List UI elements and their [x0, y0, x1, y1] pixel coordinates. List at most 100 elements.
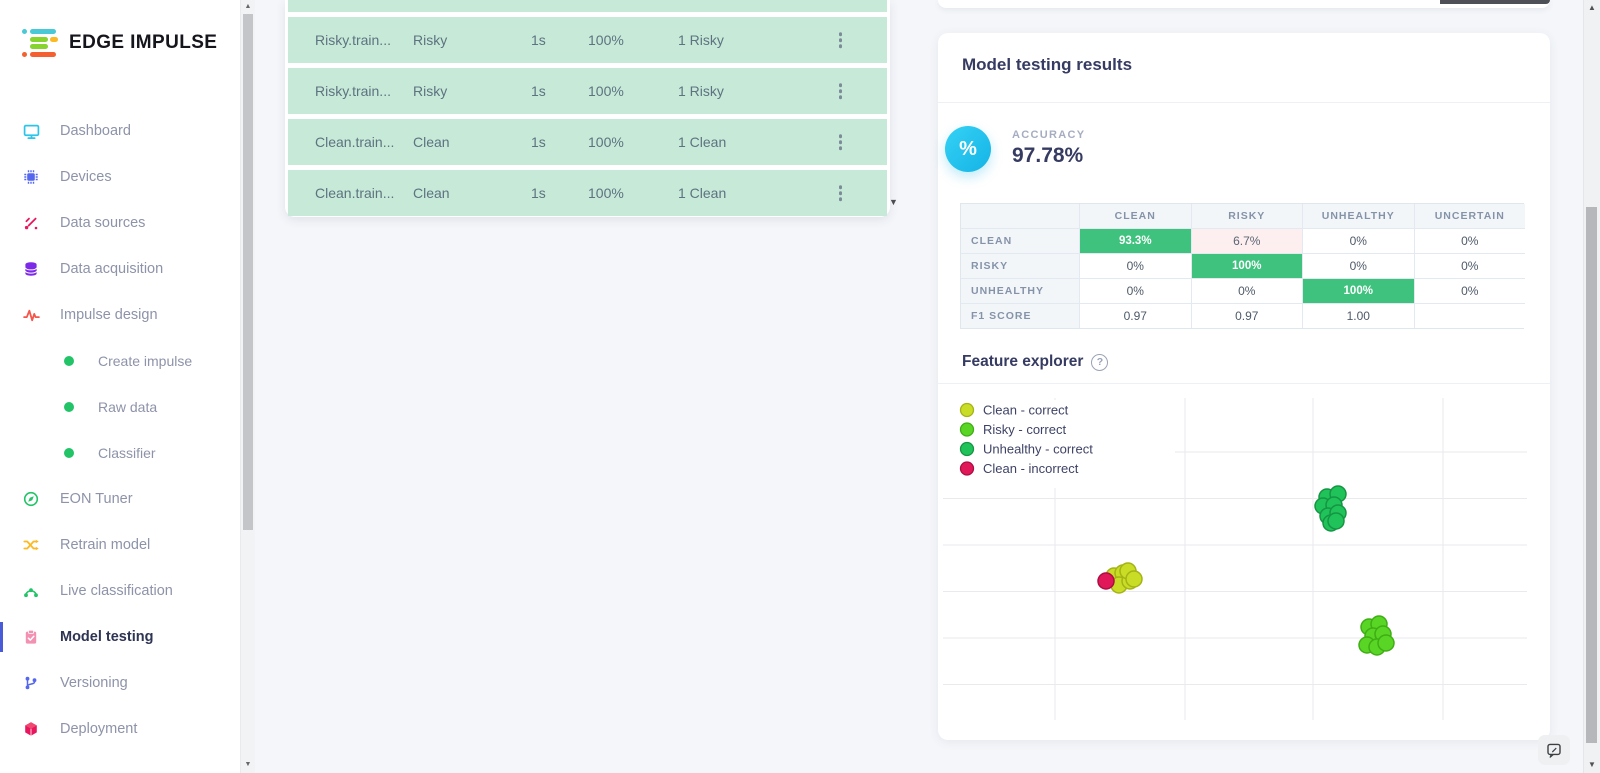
- sidebar-item-label: Data acquisition: [60, 261, 164, 277]
- matrix-corner-cell: [961, 204, 1079, 228]
- legend-label: Clean - incorrect: [983, 461, 1079, 476]
- sidebar: EDGE IMPULSE Dashboard Devices Data sour…: [0, 0, 240, 773]
- scroll-up-arrow-icon[interactable]: ▲: [1588, 3, 1596, 12]
- test-sample-row[interactable]: Clean.train... Clean 1s 100% 1 Clean: [288, 170, 887, 216]
- accuracy-cell: 100%: [588, 134, 624, 150]
- sidebar-item-label: Create impulse: [98, 353, 193, 369]
- scatter-point[interactable]: [1097, 572, 1115, 590]
- sidebar-item-data-acquisition[interactable]: Data acquisition: [0, 246, 240, 292]
- divider: [938, 102, 1550, 103]
- scroll-down-arrow-icon[interactable]: ▼: [244, 761, 252, 768]
- edge-impulse-logo[interactable]: EDGE IMPULSE: [22, 28, 217, 57]
- length-cell: 1s: [531, 134, 546, 150]
- length-cell: 1s: [531, 185, 546, 201]
- scroll-down-arrow-icon[interactable]: ▼: [1588, 760, 1596, 769]
- feedback-button[interactable]: [1538, 735, 1570, 765]
- sidebar-item-label: Live classification: [60, 583, 173, 599]
- matrix-row-label: CLEAN: [961, 228, 1079, 253]
- sidebar-item-raw-data[interactable]: Raw data: [0, 384, 240, 430]
- matrix-column-header: UNHEALTHY: [1302, 204, 1414, 228]
- scatter-point[interactable]: [1327, 512, 1345, 530]
- sidebar-item-versioning[interactable]: Versioning: [0, 660, 240, 706]
- test-sample-row-partial[interactable]: [288, 0, 887, 12]
- sidebar-item-impulse-design[interactable]: Impulse design: [0, 292, 240, 338]
- window-scrollbar-thumb[interactable]: [1586, 207, 1597, 743]
- confusion-matrix: CLEAN RISKY UNHEALTHY UNCERTAIN CLEAN 93.3% 6.…: [960, 203, 1525, 329]
- sidebar-scrollbar[interactable]: ▲ ▼: [240, 0, 255, 773]
- percent-badge-icon: %: [945, 126, 991, 172]
- test-sample-row[interactable]: Risky.train... Risky 1s 100% 1 Risky: [288, 17, 887, 63]
- scrolled-card-edge: [938, 0, 1550, 8]
- scatter-point[interactable]: [1377, 634, 1395, 652]
- sidebar-item-eon-tuner[interactable]: EON Tuner: [0, 476, 240, 522]
- row-menu-kebab-icon[interactable]: [836, 80, 846, 102]
- matrix-cell: 0%: [1413, 228, 1525, 253]
- shuffle-icon: [22, 536, 40, 554]
- matrix-cell: 0%: [1079, 278, 1191, 303]
- row-menu-kebab-icon[interactable]: [836, 131, 846, 153]
- sidebar-item-classifier[interactable]: Classifier: [0, 430, 240, 476]
- cube-icon: [22, 720, 40, 738]
- legend-swatch-icon: [959, 422, 975, 437]
- clipboard-check-icon: [22, 628, 40, 646]
- legend-item[interactable]: Risky - correct: [959, 422, 1067, 437]
- scroll-up-arrow-icon[interactable]: ▲: [244, 3, 252, 10]
- matrix-row-label: UNHEALTHY: [961, 278, 1079, 303]
- sidebar-item-model-testing[interactable]: Model testing: [0, 614, 240, 660]
- sidebar-scrollbar-thumb[interactable]: [242, 14, 253, 530]
- row-menu-kebab-icon[interactable]: [836, 29, 846, 51]
- sidebar-item-deployment[interactable]: Deployment: [0, 706, 240, 752]
- active-item-indicator: [0, 622, 3, 652]
- monitor-icon: [22, 122, 40, 140]
- help-icon[interactable]: ?: [1091, 353, 1109, 371]
- sidebar-item-label: EON Tuner: [60, 491, 133, 507]
- legend-item[interactable]: Clean - correct: [959, 403, 1069, 418]
- matrix-cell: 93.3%: [1079, 228, 1191, 253]
- matrix-cell: 0%: [1302, 253, 1414, 278]
- test-sample-row[interactable]: Risky.train... Risky 1s 100% 1 Risky: [288, 68, 887, 114]
- scatter-point[interactable]: [1125, 570, 1143, 588]
- edge-impulse-logo-icon: [22, 28, 58, 57]
- accuracy-cell: 100%: [588, 185, 624, 201]
- result-cell: 1 Clean: [678, 134, 727, 150]
- sidebar-item-dashboard[interactable]: Dashboard: [0, 108, 240, 154]
- sidebar-item-create-impulse[interactable]: Create impulse: [0, 338, 240, 384]
- matrix-cell: 1.00: [1302, 303, 1414, 328]
- scrolled-content-edge: [1440, 0, 1550, 4]
- waveform-icon: [22, 306, 40, 324]
- test-samples-card: Risky.train... Risky 1s 100% 1 Risky Risky.tr…: [285, 0, 890, 217]
- table-scroll-down-arrow-icon[interactable]: ▼: [889, 197, 898, 207]
- expected-label-cell: Clean: [413, 134, 450, 150]
- sidebar-item-label: Data sources: [60, 215, 146, 231]
- sample-name-cell: Risky.train...: [315, 83, 391, 99]
- legend-item[interactable]: Unhealthy - correct: [959, 441, 1094, 457]
- step-dot-icon: [64, 448, 74, 458]
- matrix-column-header: UNCERTAIN: [1413, 204, 1525, 228]
- length-cell: 1s: [531, 32, 546, 48]
- accuracy-cell: 100%: [588, 83, 624, 99]
- feature-explorer-plot[interactable]: Clean - correct Risky - correct Unhealthy …: [938, 390, 1550, 722]
- sidebar-item-label: Impulse design: [60, 307, 158, 323]
- matrix-cell: 0%: [1190, 278, 1302, 303]
- sidebar-item-retrain-model[interactable]: Retrain model: [0, 522, 240, 568]
- sidebar-item-data-sources[interactable]: Data sources: [0, 200, 240, 246]
- sidebar-item-label: Retrain model: [60, 537, 151, 553]
- sample-name-cell: Risky.train...: [315, 32, 391, 48]
- sidebar-item-live-classification[interactable]: Live classification: [0, 568, 240, 614]
- row-menu-kebab-icon[interactable]: [836, 182, 846, 204]
- accuracy-value: 97.78%: [1012, 144, 1084, 167]
- legend-item[interactable]: Clean - incorrect: [959, 461, 1079, 476]
- sidebar-item-label: Dashboard: [60, 123, 131, 139]
- logo-text: EDGE IMPULSE: [69, 31, 218, 53]
- sidebar-item-devices[interactable]: Devices: [0, 154, 240, 200]
- result-cell: 1 Risky: [678, 83, 724, 99]
- matrix-cell: 100%: [1190, 253, 1302, 278]
- legend-swatch-icon: [959, 441, 975, 457]
- step-dot-icon: [64, 356, 74, 366]
- legend-swatch-icon: [959, 461, 975, 476]
- test-sample-row[interactable]: Clean.train... Clean 1s 100% 1 Clean: [288, 119, 887, 165]
- model-testing-results-card: Model testing results % ACCURACY 97.78% …: [938, 33, 1550, 740]
- sidebar-item-label: Deployment: [60, 721, 138, 737]
- matrix-cell: 0.97: [1079, 303, 1191, 328]
- window-scrollbar[interactable]: ▲ ▼: [1583, 0, 1600, 773]
